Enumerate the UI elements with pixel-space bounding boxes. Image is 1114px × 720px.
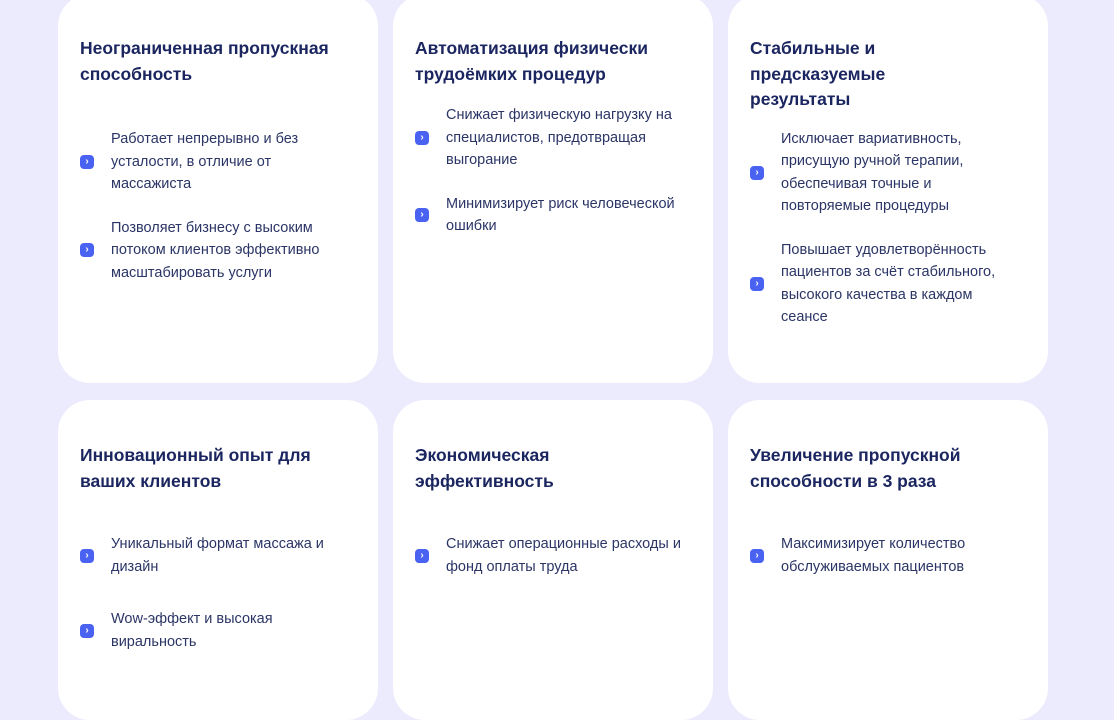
feature-card: Экономическая эффективность › Снижает опе…	[393, 400, 713, 720]
card-title: Стабильные и предсказуемые результаты	[750, 38, 886, 109]
list-item: › Wow-эффект и высокая виральность	[80, 608, 356, 653]
item-text: Позволяет бизнесу с высоким потоком клие…	[111, 219, 320, 281]
chevron-right-icon: ›	[415, 548, 429, 563]
chevron-right-icon: ›	[80, 548, 94, 563]
chevron-right-icon: ›	[750, 548, 764, 563]
feature-card: Инновационный опыт для ваших клиентов › У…	[58, 400, 378, 720]
list-item: › Снижает операционные расходы и фонд опл…	[415, 533, 691, 578]
card-title: Инновационный опыт для ваших клиентов	[80, 445, 311, 491]
chevron-right-icon: ›	[750, 165, 764, 180]
card-title: Автоматизация физически трудоёмких проце…	[415, 38, 648, 84]
item-text: Wow-эффект и высокая виральность	[111, 611, 273, 650]
list-item: › Работает непрерывно и без усталости, в …	[80, 128, 356, 196]
item-text: Уникальный формат массажа и дизайн	[111, 536, 324, 575]
list-item: › Максимизирует количество обслуживаемых …	[750, 533, 1026, 578]
item-text: Снижает операционные расходы и фонд опла…	[446, 536, 681, 575]
list-item: › Уникальный формат массажа и дизайн	[80, 533, 356, 578]
list-item: › Снижает физическую нагрузку на специали…	[415, 104, 691, 172]
item-text: Снижает физическую нагрузку на специалис…	[446, 107, 672, 168]
list-item: › Исключает вариативность, присущую ручно…	[750, 128, 1026, 218]
chevron-right-icon: ›	[80, 623, 94, 638]
chevron-right-icon: ›	[750, 276, 764, 291]
list-item: › Минимизирует риск человеческой ошибки	[415, 193, 691, 238]
chevron-right-icon: ›	[415, 130, 429, 145]
item-text: Максимизирует количество обслуживаемых п…	[781, 536, 966, 575]
card-title: Увеличение пропускной способности в 3 ра…	[750, 445, 961, 491]
chevron-right-icon: ›	[80, 243, 94, 258]
feature-card: Стабильные и предсказуемые результаты › И…	[728, 0, 1048, 383]
card-title: Экономическая эффективность	[415, 445, 554, 491]
card-title: Неограниченная пропускная способность	[80, 38, 329, 84]
item-text: Минимизирует риск человеческой ошибки	[446, 195, 675, 235]
chevron-right-icon: ›	[80, 154, 94, 169]
item-text: Исключает вариативность, присущую ручной…	[781, 130, 964, 215]
chevron-right-icon: ›	[415, 208, 429, 222]
list-item: › Повышает удовлетворённость пациентов за…	[750, 239, 1026, 329]
feature-card: Автоматизация физически трудоёмких проце…	[393, 0, 713, 383]
item-text: Повышает удовлетворённость пациентов за …	[781, 241, 996, 326]
feature-card: Неограниченная пропускная способность › Р…	[58, 0, 378, 383]
item-text: Работает непрерывно и без усталости, в о…	[111, 131, 299, 192]
feature-card: Увеличение пропускной способности в 3 ра…	[728, 400, 1048, 720]
list-item: › Позволяет бизнесу с высоким потоком кли…	[80, 217, 356, 285]
